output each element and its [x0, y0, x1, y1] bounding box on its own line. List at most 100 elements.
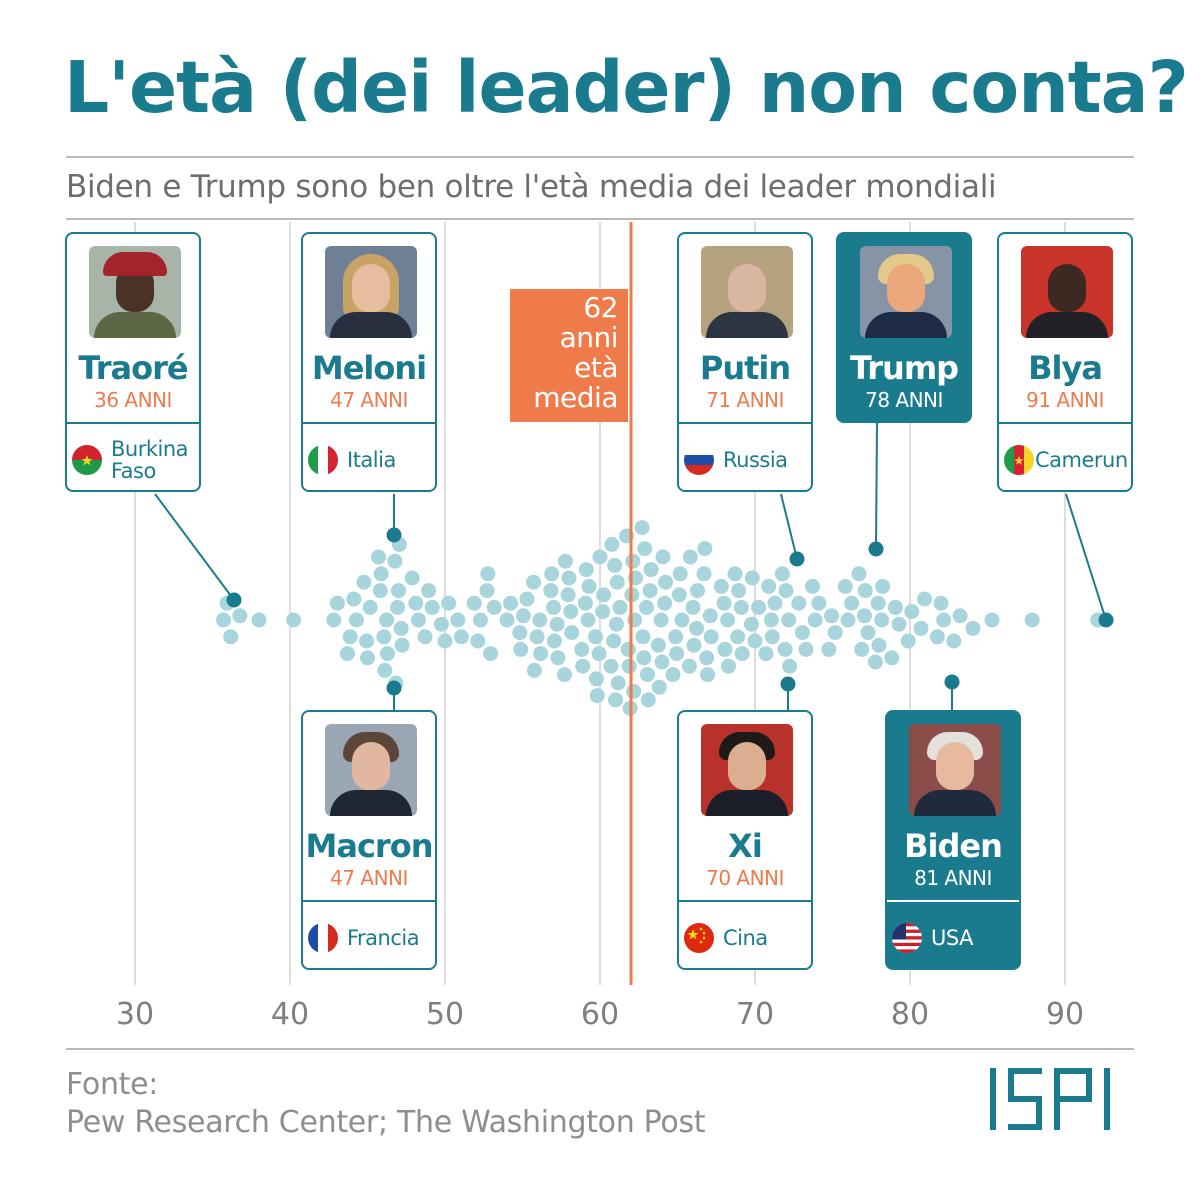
leader-dot	[917, 591, 933, 607]
leader-dot	[640, 692, 656, 708]
leader-dot	[216, 612, 231, 628]
leader-dot	[965, 620, 981, 636]
leader-dot	[657, 595, 673, 611]
leader-dot	[546, 633, 562, 649]
leader-dot	[581, 578, 597, 594]
leader-dot	[390, 599, 406, 615]
leader-dot	[811, 595, 827, 611]
leader-dot	[563, 604, 579, 620]
leader-dot	[376, 629, 392, 645]
leader-dot	[417, 629, 433, 645]
x-tick-label: 60	[580, 997, 620, 1032]
leader-country: USA	[931, 925, 973, 950]
leader-dot	[411, 612, 426, 628]
leader-dot	[561, 570, 577, 586]
leader-age: 47 ANNI	[330, 388, 408, 412]
leader-dot	[682, 549, 698, 565]
leader-dot	[610, 675, 626, 691]
leader-dot	[654, 654, 670, 670]
leader-dot	[731, 583, 747, 599]
leader-dot	[424, 599, 440, 615]
leader-dot	[696, 566, 712, 582]
x-tick-label: 40	[270, 997, 310, 1032]
leader-dot	[519, 591, 535, 607]
leader-dot	[574, 641, 590, 657]
x-tick-label: 90	[1045, 997, 1085, 1032]
leader-age: 71 ANNI	[706, 388, 784, 412]
highlight-dot-macron	[386, 680, 402, 696]
leader-connectors	[154, 422, 1114, 710]
leader-dot	[727, 566, 743, 582]
leader-dot	[671, 587, 687, 603]
leader-name: Putin	[699, 349, 791, 387]
leader-dot	[857, 583, 873, 599]
leader-dot	[499, 612, 515, 628]
leader-dot	[891, 616, 907, 632]
leader-name: Macron	[305, 827, 434, 865]
leader-dot	[936, 612, 952, 628]
source-text: Pew Research Center; The Washington Post	[66, 1105, 706, 1140]
leader-dot	[650, 637, 666, 653]
leader-card-traore: Traoré 36 ANNI Burkina Faso	[65, 232, 201, 492]
traore-portrait	[89, 246, 181, 338]
leader-dot	[626, 683, 642, 699]
leader-dot	[674, 612, 690, 628]
leader-dot	[515, 608, 531, 624]
leader-dot	[557, 667, 572, 683]
leader-dot	[824, 608, 840, 624]
leader-dot	[782, 658, 798, 674]
leader-dot	[377, 662, 393, 678]
data-points	[216, 520, 1106, 716]
leader-dot	[672, 566, 688, 582]
leader-dot	[887, 599, 903, 615]
leader-dot	[326, 612, 342, 628]
leader-dot	[512, 625, 528, 641]
leader-dot	[984, 612, 1000, 628]
leader-dot	[700, 667, 716, 683]
leader-dot	[387, 553, 403, 569]
card-divider	[887, 900, 1019, 902]
leader-dot	[781, 612, 797, 628]
leader-country: Francia	[347, 925, 420, 950]
leader-dot	[608, 616, 624, 632]
leader-dot	[466, 595, 482, 611]
flag-italy-icon	[308, 445, 338, 475]
leader-dot	[743, 616, 759, 632]
highlight-dot-biden	[944, 674, 960, 690]
leader-card-putin: Putin 71 ANNI Russia	[677, 232, 813, 492]
leader-dot	[794, 625, 810, 641]
leader-dot	[346, 591, 362, 607]
x-tick-label: 50	[425, 997, 465, 1032]
highlight-dot-putin	[789, 551, 805, 567]
leader-age: 78 ANNI	[865, 388, 943, 412]
page-title: L'età (dei leader) non conta?	[64, 46, 1189, 129]
connector-trump	[875, 422, 878, 550]
leader-country: Cina	[723, 925, 768, 950]
leader-dot	[578, 562, 594, 578]
macron-portrait	[325, 724, 417, 816]
leader-dot	[609, 574, 625, 590]
leader-dot	[486, 599, 502, 615]
connector-putin	[780, 493, 798, 560]
leader-dot	[807, 612, 823, 628]
leader-dot	[805, 578, 820, 594]
flag-france-icon	[308, 923, 338, 953]
connector-blya	[1065, 493, 1107, 621]
leader-dot	[588, 629, 603, 645]
leader-dot	[362, 599, 378, 615]
leader-dot	[479, 583, 495, 599]
leader-dot	[532, 612, 548, 628]
leader-dot	[840, 612, 856, 628]
trump-portrait	[860, 246, 952, 338]
flag-burkina-faso-icon	[72, 445, 102, 475]
leader-card-blya: Blya 91 ANNI Camerun	[997, 232, 1133, 492]
leader-name: Xi	[728, 827, 763, 865]
leader-dot	[329, 595, 345, 611]
leader-card-meloni: Meloni 47 ANNI Italia	[301, 232, 437, 492]
blya-portrait	[1021, 246, 1113, 338]
leader-dot	[612, 599, 628, 615]
leader-age: 91 ANNI	[1026, 388, 1104, 412]
leader-dot	[450, 612, 466, 628]
leader-dot	[560, 587, 576, 603]
leader-dot	[821, 641, 837, 657]
